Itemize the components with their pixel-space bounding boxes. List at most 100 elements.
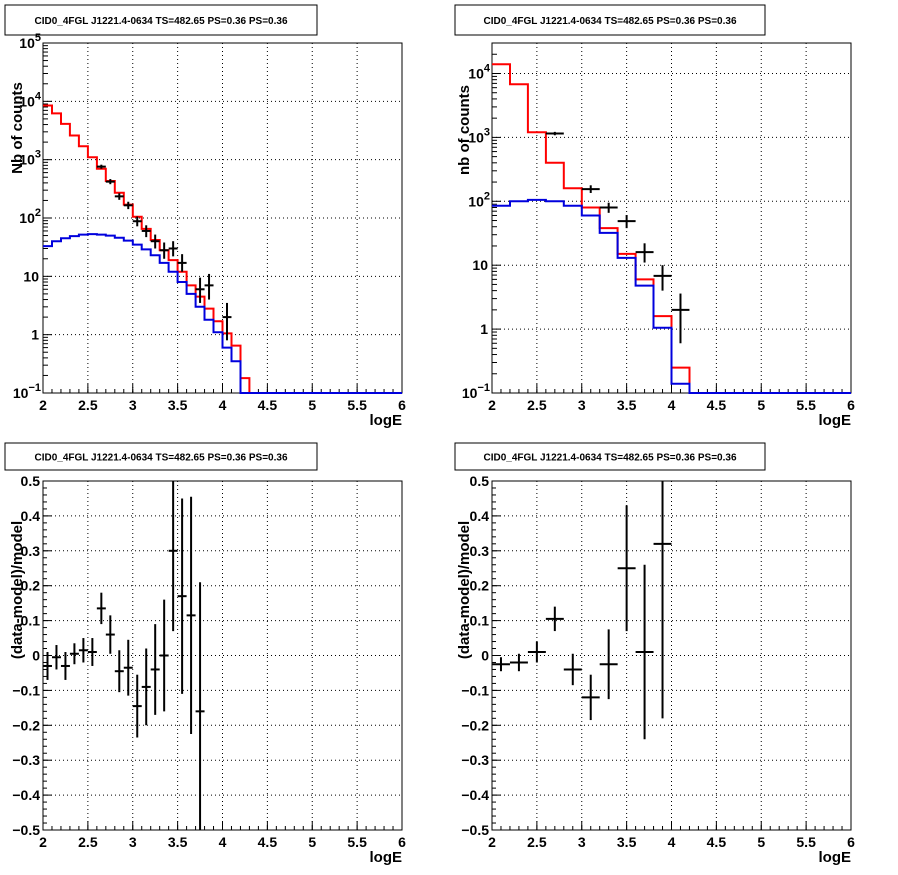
y-tick-exponent: 5 bbox=[35, 32, 41, 44]
x-tick-label: 3.5 bbox=[168, 834, 188, 850]
chart-panel-4: CID0_4FGL J1221.4-0634 TS=482.65 PS=0.36… bbox=[454, 442, 855, 866]
y-tick-exponent: 4 bbox=[484, 62, 491, 74]
y-tick-label: 10 bbox=[472, 257, 488, 273]
x-tick-label: 3.5 bbox=[168, 397, 188, 413]
x-tick-label: 2.5 bbox=[527, 834, 547, 850]
chart-panel-1: CID0_4FGL J1221.4-0634 TS=482.65 PS=0.36… bbox=[4, 4, 406, 429]
y-tick-label: 102 bbox=[468, 190, 490, 209]
y-tick-label: 102 bbox=[19, 207, 41, 226]
x-tick-label: 4 bbox=[668, 834, 676, 850]
x-tick-label: 2.5 bbox=[78, 397, 98, 413]
x-tick-label: 5 bbox=[308, 834, 316, 850]
plot-frame bbox=[42, 480, 403, 831]
x-tick-label: 3.5 bbox=[617, 397, 637, 413]
y-axis-title: (data-model)/model bbox=[9, 521, 26, 659]
x-tick-label: 3.5 bbox=[617, 834, 637, 850]
x-tick-label: 6 bbox=[847, 397, 855, 413]
x-tick-label: 5 bbox=[757, 397, 765, 413]
x-tick-label: 4.5 bbox=[707, 397, 727, 413]
chart-title: CID0_4FGL J1221.4-0634 TS=482.65 PS=0.36… bbox=[483, 453, 736, 464]
x-tick-label: 2 bbox=[488, 397, 496, 413]
y-tick-label: 10−1 bbox=[462, 382, 490, 401]
x-tick-label: 4 bbox=[219, 834, 227, 850]
x-tick-label: 3 bbox=[129, 834, 137, 850]
y-axis-title: Nb of counts bbox=[9, 82, 26, 174]
y-tick-exponent: 4 bbox=[35, 90, 42, 102]
y-tick-label: 103 bbox=[468, 126, 490, 145]
y-tick-label: 104 bbox=[19, 90, 42, 109]
series-line-blue bbox=[492, 198, 851, 394]
y-tick-label: 0.4 bbox=[470, 508, 490, 524]
y-tick-label: −0.2 bbox=[461, 717, 489, 733]
chart-title: CID0_4FGL J1221.4-0634 TS=482.65 PS=0.36… bbox=[483, 16, 736, 27]
y-tick-label: −0.1 bbox=[12, 682, 40, 698]
y-tick-label: 105 bbox=[19, 32, 41, 51]
y-tick-label: −0.3 bbox=[12, 752, 40, 768]
x-tick-label: 4.5 bbox=[707, 834, 727, 850]
y-tick-label: −0.1 bbox=[461, 682, 489, 698]
title-box bbox=[454, 442, 766, 471]
title-box bbox=[454, 4, 766, 36]
x-tick-label: 5.5 bbox=[796, 397, 816, 413]
y-tick-label: 10−1 bbox=[13, 382, 41, 401]
x-tick-label: 2 bbox=[488, 834, 496, 850]
x-tick-label: 5 bbox=[308, 397, 316, 413]
y-tick-label: −0.5 bbox=[12, 822, 40, 838]
chart-title: CID0_4FGL J1221.4-0634 TS=482.65 PS=0.36… bbox=[34, 16, 287, 27]
y-tick-label: 0.4 bbox=[21, 508, 41, 524]
x-tick-label: 6 bbox=[847, 834, 855, 850]
y-tick-label: 0 bbox=[481, 648, 489, 664]
y-tick-exponent: 3 bbox=[35, 149, 41, 161]
y-tick-base: 10 bbox=[19, 35, 35, 51]
x-axis-title: logE bbox=[370, 412, 403, 429]
y-tick-label: 1 bbox=[480, 321, 488, 337]
y-tick-label: 0.5 bbox=[21, 473, 41, 489]
y-tick-exponent: 2 bbox=[35, 207, 41, 219]
x-tick-label: 2.5 bbox=[527, 397, 547, 413]
y-tick-label: 104 bbox=[468, 62, 491, 81]
y-tick-label: 0.1 bbox=[470, 613, 490, 629]
x-tick-label: 4 bbox=[219, 397, 227, 413]
y-tick-base: 10 bbox=[13, 385, 29, 401]
y-tick-label: −0.4 bbox=[461, 787, 489, 803]
y-tick-label: 0.1 bbox=[21, 613, 41, 629]
x-tick-label: 6 bbox=[398, 397, 406, 413]
y-tick-exponent: −1 bbox=[477, 382, 490, 394]
x-tick-label: 5.5 bbox=[347, 397, 367, 413]
y-tick-label: 0.3 bbox=[470, 543, 490, 559]
title-box bbox=[4, 442, 318, 471]
x-tick-label: 6 bbox=[398, 834, 406, 850]
y-tick-label: −0.5 bbox=[461, 822, 489, 838]
x-tick-label: 4.5 bbox=[258, 834, 278, 850]
y-tick-label: 0.2 bbox=[470, 578, 490, 594]
chart-panel-3: CID0_4FGL J1221.4-0634 TS=482.65 PS=0.36… bbox=[4, 442, 406, 866]
x-tick-label: 2.5 bbox=[78, 834, 98, 850]
series-line-blue bbox=[43, 233, 402, 394]
x-tick-label: 2 bbox=[39, 834, 47, 850]
y-tick-base: 10 bbox=[19, 210, 35, 226]
y-tick-label: 1 bbox=[31, 327, 39, 343]
x-tick-label: 3 bbox=[129, 397, 137, 413]
y-tick-label: 0.3 bbox=[21, 543, 41, 559]
x-axis-title: logE bbox=[819, 412, 852, 429]
y-tick-label: 0.2 bbox=[21, 578, 41, 594]
chart-title: CID0_4FGL J1221.4-0634 TS=482.65 PS=0.36… bbox=[34, 453, 287, 464]
chart-panel-2: CID0_4FGL J1221.4-0634 TS=482.65 PS=0.36… bbox=[454, 4, 855, 429]
x-tick-label: 4 bbox=[668, 397, 676, 413]
y-axis-title: nb of counts bbox=[456, 85, 473, 175]
y-tick-label: −0.4 bbox=[12, 787, 40, 803]
y-tick-exponent: 3 bbox=[484, 126, 490, 138]
y-tick-base: 10 bbox=[462, 385, 478, 401]
x-axis-title: logE bbox=[370, 849, 403, 866]
y-tick-label: −0.3 bbox=[461, 752, 489, 768]
x-tick-label: 5.5 bbox=[347, 834, 367, 850]
x-tick-label: 5.5 bbox=[796, 834, 816, 850]
x-tick-label: 3 bbox=[578, 397, 586, 413]
y-tick-exponent: −1 bbox=[28, 382, 41, 394]
y-tick-label: 10 bbox=[23, 268, 39, 284]
y-tick-label: 0.5 bbox=[470, 473, 490, 489]
x-axis-title: logE bbox=[819, 849, 852, 866]
title-box bbox=[4, 4, 318, 36]
y-axis-title: (data-model)/model bbox=[456, 521, 473, 659]
